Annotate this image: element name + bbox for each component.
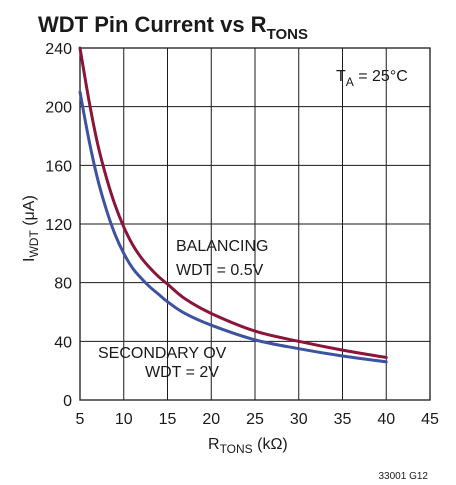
plot-frame bbox=[79, 47, 431, 401]
series-layer bbox=[78, 46, 388, 364]
x-tick-labels: 5 10 15 20 25 30 35 40 45 bbox=[76, 411, 439, 428]
balancing-curve bbox=[78, 46, 388, 359]
balancing-label: BALANCING bbox=[176, 238, 268, 255]
figure-code: 33001 G12 bbox=[379, 471, 429, 482]
y-tick-labels: 0 40 80 120 160 200 240 bbox=[45, 41, 72, 410]
y-tick-label: 200 bbox=[45, 100, 72, 117]
chart-title-main: WDT Pin Current vs R bbox=[38, 12, 267, 37]
y-tick-label: 40 bbox=[54, 334, 72, 351]
x-axis-label: RTONS (kΩ) bbox=[208, 436, 288, 456]
chart-title-sub: TONS bbox=[267, 26, 308, 43]
y-axis-label: IWDT (μA) bbox=[21, 195, 41, 262]
x-tick-label: 30 bbox=[290, 411, 308, 428]
x-tick-label: 25 bbox=[246, 411, 264, 428]
x-tick-label: 20 bbox=[202, 411, 220, 428]
secondary-ov-curve bbox=[78, 90, 388, 364]
chart-title: WDT Pin Current vs RTONS bbox=[38, 12, 308, 43]
y-tick-label: 0 bbox=[63, 393, 72, 410]
condition-label: TA = 25°C bbox=[336, 68, 408, 89]
secondary-ov-label: SECONDARY OV bbox=[98, 345, 227, 362]
y-tick-label: 240 bbox=[45, 41, 72, 58]
y-tick-label: 80 bbox=[54, 276, 72, 293]
x-tick-label: 40 bbox=[377, 411, 395, 428]
y-tick-label: 120 bbox=[45, 217, 72, 234]
balancing-condition-label: WDT = 0.5V bbox=[176, 262, 264, 279]
x-tick-label: 35 bbox=[334, 411, 352, 428]
y-tick-label: 160 bbox=[45, 158, 72, 175]
x-tick-label: 45 bbox=[421, 411, 439, 428]
x-tick-label: 15 bbox=[159, 411, 177, 428]
x-tick-label: 10 bbox=[115, 411, 133, 428]
secondary-ov-condition-label: WDT = 2V bbox=[145, 364, 219, 381]
grid bbox=[80, 48, 430, 400]
x-tick-label: 5 bbox=[76, 411, 85, 428]
